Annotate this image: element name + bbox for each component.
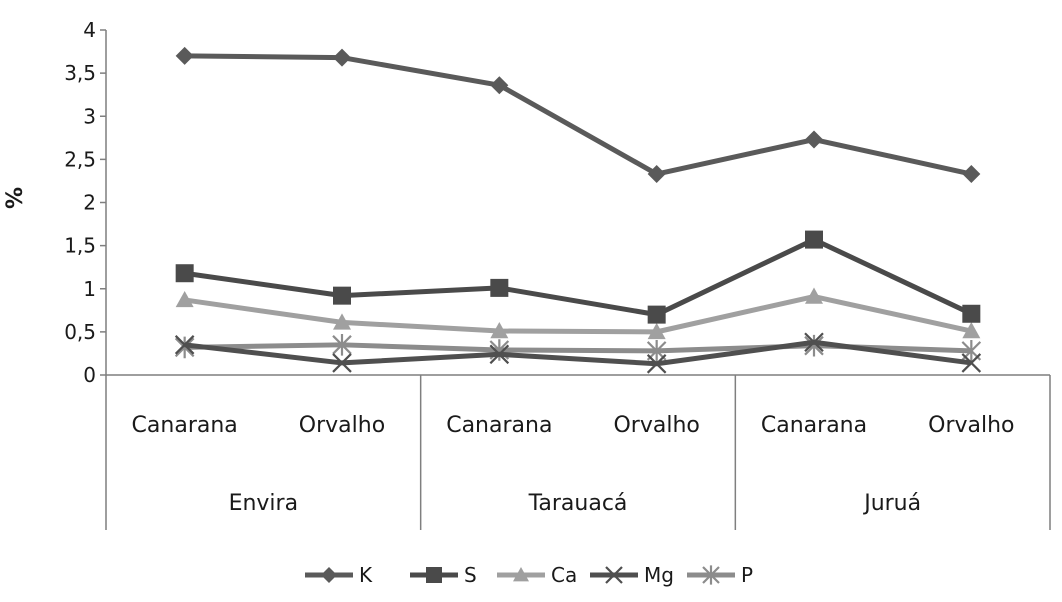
x-group-label: Juruá [862,491,921,516]
data-point-mg [332,353,352,373]
series-line-ca [184,294,972,335]
legend-item-k: K [305,563,373,587]
data-point-ca [175,290,194,308]
y-tick-label: 2,5 [64,147,96,171]
x-category-label: Orvalho [928,413,1014,438]
y-tick-label: 1,5 [64,234,96,258]
legend-marker [321,567,337,583]
data-point-p [174,336,195,359]
data-point-k [333,48,351,67]
legend-label: Ca [551,563,577,587]
legend-item-ca: Ca [497,563,577,587]
x-axis: Canarana Orvalho Canarana Orvalho Canarana Or… [105,374,1051,530]
legend-marker [605,566,623,584]
x-category-label: Canarana [446,413,552,438]
data-point-k [962,165,981,184]
series-line-mg [184,339,972,367]
data-point-k [490,76,509,95]
y-tick-label: 2 [83,191,96,215]
data-point-s [333,286,351,305]
y-tick-label: 1 [83,277,96,301]
series-ca [175,287,981,340]
legend-item-p: P [687,563,753,587]
y-axis-title: % [3,187,28,209]
legend-marker [513,567,529,582]
series-s [175,230,981,324]
data-point-s [647,305,666,324]
data-point-k [175,46,194,65]
data-point-ca [805,287,823,304]
legend-item-mg: Mg [590,563,674,587]
data-point-s [962,304,981,323]
legend-label: S [464,563,477,587]
data-point-s [805,230,823,249]
series-k [175,46,981,184]
series-layer [174,46,982,374]
x-category-label: Canarana [761,413,867,438]
data-point-mg [174,335,195,355]
series-line-k [184,53,972,177]
x-group-label: Tarauacá [528,491,628,516]
data-point-ca [647,322,666,340]
legend-marker [426,567,442,583]
legend: K S Ca Mg P [305,563,753,587]
data-point-mg [961,353,982,373]
data-point-p [332,334,352,356]
data-point-mg [489,344,510,365]
data-point-ca [490,322,509,339]
x-group-label: Envira [229,491,299,516]
legend-marker [702,565,720,585]
legend-label: Mg [644,563,674,587]
y-tick-label: 3,5 [64,61,96,85]
y-tick-label: 3 [83,104,96,128]
x-category-label: Orvalho [299,413,385,438]
x-category-label: Orvalho [613,413,699,438]
series-mg [174,332,982,374]
legend-item-s: S [410,563,477,587]
data-point-p [804,334,824,357]
y-tick-label: 4 [83,18,96,42]
y-tick-label: 0,5 [64,320,96,344]
data-point-s [175,264,194,283]
data-point-mg [646,354,667,374]
y-axis: 0 0,5 1 1,5 2 2,5 3 3,5 4 [64,18,107,387]
legend-label: P [741,563,753,587]
y-tick-label: 0 [83,363,96,387]
data-point-ca [333,313,351,330]
legend-label: K [359,563,373,587]
series-line-s [184,237,973,318]
data-point-ca [962,322,981,339]
data-point-mg [804,332,824,353]
x-category-label: Canarana [132,413,238,438]
data-point-s [490,278,509,297]
data-point-k [805,130,823,149]
data-point-k [647,165,666,184]
